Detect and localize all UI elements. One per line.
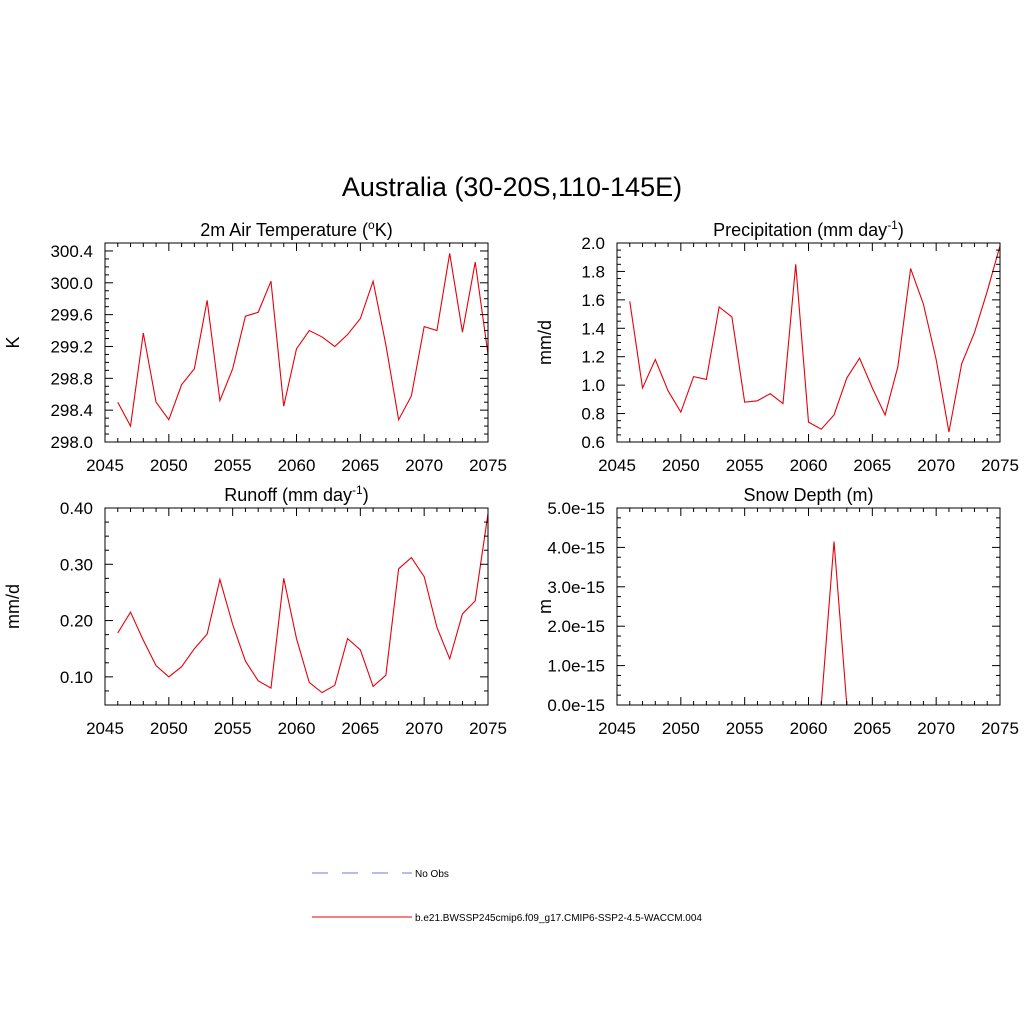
y-tick-label-snow-depth: 2.0e-15 xyxy=(547,617,605,636)
y-tick-label-precipitation: 2.0 xyxy=(581,234,605,253)
y-tick-label-runoff: 0.10 xyxy=(60,668,93,687)
x-tick-label-snow-depth: 2055 xyxy=(726,719,764,738)
y-axis-label-snow-depth: m xyxy=(535,599,555,614)
y-tick-label-precipitation: 1.0 xyxy=(581,376,605,395)
y-tick-label-snow-depth: 1.0e-15 xyxy=(547,657,605,676)
y-tick-label-temperature: 298.4 xyxy=(50,401,93,420)
plot-frame-runoff xyxy=(104,507,489,706)
y-tick-label-snow-depth: 0.0e-15 xyxy=(547,696,605,715)
x-tick-label-snow-depth: 2045 xyxy=(598,719,636,738)
y-tick-label-temperature: 300.0 xyxy=(50,274,93,293)
series-line-temperature xyxy=(117,253,489,428)
y-tick-label-precipitation: 1.8 xyxy=(581,262,605,281)
y-tick-label-temperature: 298.0 xyxy=(50,433,93,452)
x-tick-label-precipitation: 2075 xyxy=(981,456,1019,475)
x-tick-label-temperature: 2070 xyxy=(405,456,443,475)
y-tick-label-temperature: 299.6 xyxy=(50,306,93,325)
x-tick-label-precipitation: 2045 xyxy=(598,456,636,475)
x-tick-label-precipitation: 2050 xyxy=(662,456,700,475)
panel-temperature: 2045 2050 2055 2060 2065 2070 2075 298.0 298.4 29… xyxy=(3,218,507,475)
x-tick-label-precipitation: 2070 xyxy=(917,456,955,475)
x-tick-label-runoff: 2075 xyxy=(469,719,507,738)
subplot-title-precipitation: Precipitation (mm day-1) xyxy=(713,218,904,240)
y-tick-label-precipitation: 1.4 xyxy=(581,319,605,338)
series-line-runoff xyxy=(117,513,489,694)
y-tick-label-runoff: 0.20 xyxy=(60,612,93,631)
y-axis-label-precipitation: mm/d xyxy=(535,320,555,365)
panels: 2045 2050 2055 2060 2065 2070 2075 298.0 298.4 29… xyxy=(3,218,1019,738)
series-line-precipitation xyxy=(629,245,1001,433)
y-tick-label-temperature: 298.8 xyxy=(50,369,93,388)
y-tick-label-runoff: 0.40 xyxy=(60,499,93,518)
legend-label-no-obs: No Obs xyxy=(415,869,449,880)
x-tick-label-temperature: 2055 xyxy=(214,456,252,475)
subplot-title-snow-depth: Snow Depth (m) xyxy=(743,485,873,505)
y-tick-label-temperature: 300.4 xyxy=(50,242,93,261)
x-tick-label-snow-depth: 2070 xyxy=(917,719,955,738)
x-tick-label-temperature: 2050 xyxy=(150,456,188,475)
x-tick-label-snow-depth: 2075 xyxy=(981,719,1019,738)
x-tick-label-runoff: 2060 xyxy=(278,719,316,738)
x-tick-label-temperature: 2060 xyxy=(278,456,316,475)
y-tick-label-snow-depth: 5.0e-15 xyxy=(547,499,605,518)
plot-frame-temperature xyxy=(104,242,489,443)
x-tick-label-precipitation: 2060 xyxy=(790,456,828,475)
y-tick-label-temperature: 299.2 xyxy=(50,337,93,356)
y-tick-label-runoff: 0.30 xyxy=(60,555,93,574)
x-tick-label-temperature: 2045 xyxy=(86,456,124,475)
subplot-title-runoff: Runoff (mm day-1) xyxy=(224,483,368,505)
x-tick-label-precipitation: 2055 xyxy=(726,456,764,475)
x-tick-label-runoff: 2045 xyxy=(86,719,124,738)
x-tick-label-runoff: 2065 xyxy=(341,719,379,738)
panel-runoff: 2045 2050 2055 2060 2065 2070 2075 0.10 0.20 0.30… xyxy=(3,483,507,738)
x-tick-label-temperature: 2075 xyxy=(469,456,507,475)
x-tick-label-precipitation: 2065 xyxy=(853,456,891,475)
x-tick-label-snow-depth: 2060 xyxy=(790,719,828,738)
legend-label-model: b.e21.BWSSP245cmip6.f09_g17.CMIP6-SSP2-4… xyxy=(415,913,702,924)
x-tick-label-runoff: 2055 xyxy=(214,719,252,738)
plot-frame-snow-depth xyxy=(616,507,1001,706)
y-tick-label-precipitation: 0.8 xyxy=(581,405,605,424)
y-axis-label-temperature: K xyxy=(3,336,23,348)
y-axis-label-runoff: mm/d xyxy=(3,584,23,629)
y-tick-label-precipitation: 1.2 xyxy=(581,348,605,367)
series-line-snow-depth xyxy=(629,541,1000,706)
x-tick-label-runoff: 2070 xyxy=(405,719,443,738)
y-tick-label-precipitation: 0.6 xyxy=(581,433,605,452)
legend: No Obs b.e21.BWSSP245cmip6.f09_g17.CMIP6… xyxy=(312,869,702,924)
y-tick-label-precipitation: 1.6 xyxy=(581,291,605,310)
panel-snow-depth: 2045 2050 2055 2060 2065 2070 2075 0.0e-15 1.0e-… xyxy=(535,485,1019,738)
x-tick-label-snow-depth: 2050 xyxy=(662,719,700,738)
x-tick-label-temperature: 2065 xyxy=(341,456,379,475)
y-tick-label-snow-depth: 4.0e-15 xyxy=(547,538,605,557)
panel-precipitation: 2045 2050 2055 2060 2065 2070 2075 0.6 0.8 1.0 1.2… xyxy=(535,218,1019,475)
figure-title: Australia (30-20S,110-145E) xyxy=(342,172,682,202)
subplot-title-temperature: 2m Air Temperature (oK) xyxy=(200,218,392,240)
x-tick-label-runoff: 2050 xyxy=(150,719,188,738)
y-tick-label-snow-depth: 3.0e-15 xyxy=(547,578,605,597)
x-tick-label-snow-depth: 2065 xyxy=(853,719,891,738)
plot-frame-precipitation xyxy=(616,242,1001,443)
